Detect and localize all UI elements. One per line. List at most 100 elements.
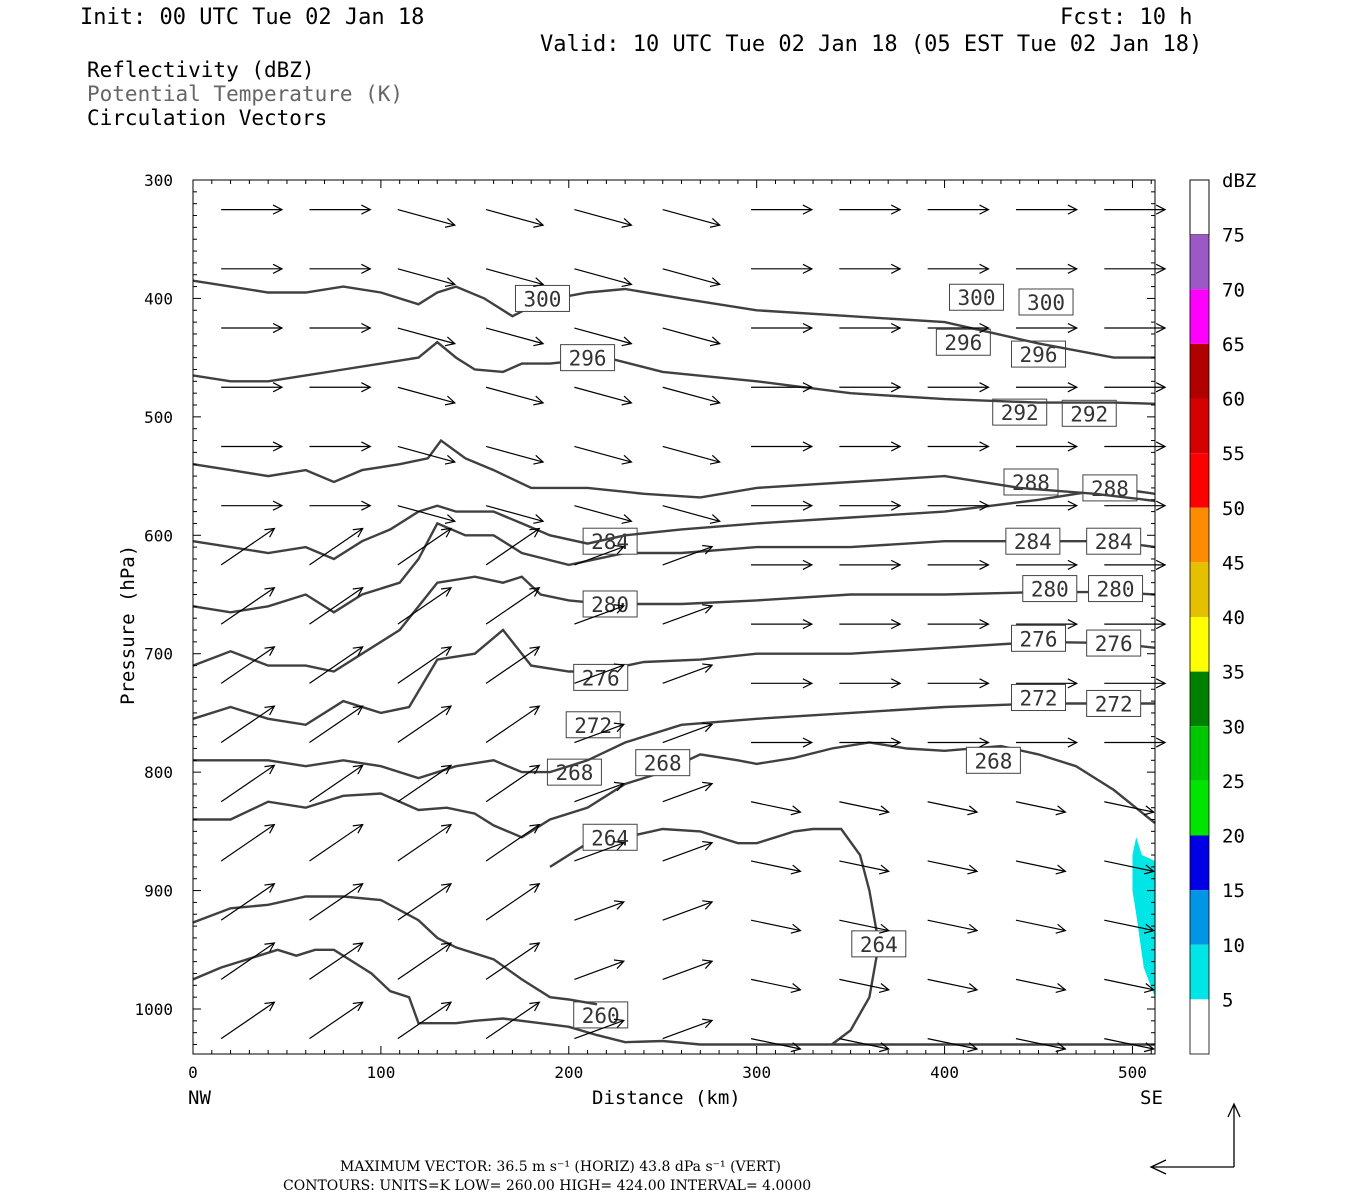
vector-head: [352, 1001, 364, 1012]
vector-head: [1067, 382, 1079, 393]
vector-shaft: [574, 505, 632, 522]
vector-head: [802, 500, 814, 511]
vector-head: [890, 263, 902, 274]
vector-shaft: [485, 527, 540, 566]
contour-label-300-2: 300: [1027, 291, 1065, 315]
vector-shaft: [485, 883, 540, 921]
vector-head: [979, 559, 990, 570]
vector-head: [979, 500, 990, 511]
vector-head: [702, 1018, 714, 1029]
contour-label-box-276-1: [1011, 624, 1067, 652]
vector-shaft: [309, 883, 364, 921]
contour-label-288-0: 288: [1012, 471, 1050, 495]
vector-shaft: [1104, 919, 1154, 932]
theta-contour-264-b: [549, 827, 881, 1046]
vector-shaft: [485, 942, 540, 980]
x-axis-label: Distance (km): [592, 1087, 741, 1109]
vector-head: [979, 382, 990, 393]
vector-head: [790, 923, 802, 934]
colorbar-box-45: [1190, 562, 1209, 617]
contour-label-box-292-0: [992, 398, 1048, 426]
vector-head: [890, 322, 902, 334]
vector-head: [529, 1001, 541, 1012]
vector-head: [272, 500, 284, 511]
vector-head: [621, 395, 633, 406]
y-tick-label-900: 900: [144, 882, 173, 901]
contour-label-box-292-1: [1061, 399, 1117, 427]
vector-shaft: [927, 978, 978, 991]
vector-head: [264, 1001, 276, 1012]
vector-head: [967, 983, 979, 993]
vector-head: [264, 586, 276, 597]
vector-head: [533, 514, 545, 524]
vector-head: [621, 514, 633, 524]
contour-label-box-276-0: [573, 663, 629, 691]
legend-potential-temperature: Potential Temperature (K): [87, 82, 403, 106]
vector-head: [533, 454, 545, 465]
vector-head: [1055, 1042, 1067, 1053]
x-tick-label-0: 0: [188, 1063, 198, 1082]
colorbar-label-55: 55: [1222, 443, 1245, 465]
colorbar-box-55: [1190, 453, 1209, 508]
theta-contour-280: [192, 575, 1156, 673]
vector-shaft: [397, 327, 455, 345]
vector-shaft: [397, 386, 455, 404]
vector-shaft: [839, 801, 889, 813]
vector-shaft: [574, 782, 625, 803]
colorbar-box-50: [1190, 507, 1209, 563]
contour-label-box-264-0: [582, 823, 638, 851]
vector-shaft: [220, 824, 275, 862]
vector-shaft: [750, 860, 801, 872]
vector-head: [709, 277, 722, 288]
contour-label-280-2: 280: [1097, 578, 1135, 602]
contour-label-272-2: 272: [1095, 692, 1133, 716]
vector-shaft: [397, 883, 452, 921]
init-time: Init: 00 UTC Tue 02 Jan 18: [80, 5, 424, 30]
colorbar-box-20: [1190, 835, 1209, 891]
valid-time: Valid: 10 UTC Tue 02 Jan 18 (05 EST Tue …: [540, 32, 1202, 57]
y-tick-label-1000: 1000: [134, 1000, 173, 1019]
vector-head: [1067, 500, 1079, 511]
vector-shaft: [485, 764, 540, 803]
vector-shaft: [839, 860, 889, 872]
vector-head: [802, 322, 814, 334]
vector-head: [264, 883, 276, 893]
reflectivity-region-5: [1132, 837, 1155, 998]
contour-label-box-284-0: [582, 527, 638, 555]
vector-shaft: [397, 587, 452, 625]
vector-head: [1067, 737, 1079, 748]
vector-shaft: [397, 527, 452, 566]
colorbar-box-25: [1190, 780, 1209, 836]
vector-head: [361, 382, 372, 393]
vector-head: [441, 942, 453, 953]
vector-head: [878, 864, 891, 875]
vector-head: [441, 586, 453, 597]
contour-label-box-284-1: [1005, 527, 1061, 555]
vector-head: [361, 263, 372, 274]
colorbar-box-75: [1190, 234, 1209, 290]
vector-shaft: [927, 860, 978, 872]
colorbar-label-70: 70: [1222, 279, 1245, 301]
vector-shaft: [309, 646, 364, 684]
colorbar-label-35: 35: [1222, 662, 1245, 684]
colorbar-label-45: 45: [1222, 552, 1245, 574]
vector-head: [709, 395, 722, 406]
theta-contour-260: [192, 948, 1155, 1046]
vector-head: [790, 864, 802, 875]
vector-head: [890, 737, 902, 748]
vector-head: [890, 559, 902, 570]
vector-shaft: [574, 445, 632, 463]
vector-head: [272, 263, 284, 274]
vector-head: [441, 883, 453, 893]
colorbar-label-10: 10: [1222, 935, 1245, 957]
vector-head: [529, 883, 541, 893]
vector-shaft: [397, 646, 452, 684]
vector-shaft: [397, 268, 455, 285]
vector-head: [621, 277, 633, 288]
vector-shaft: [485, 587, 540, 625]
colorbar-label-15: 15: [1222, 880, 1245, 902]
vector-head: [613, 1018, 626, 1029]
colorbar-box-bottom: [1190, 999, 1209, 1054]
contour-label-264-0: 264: [591, 826, 629, 850]
footer-maximum-vector: MAXIMUM VECTOR: 36.5 m s⁻¹ (HORIZ) 43.8 …: [340, 1159, 781, 1175]
